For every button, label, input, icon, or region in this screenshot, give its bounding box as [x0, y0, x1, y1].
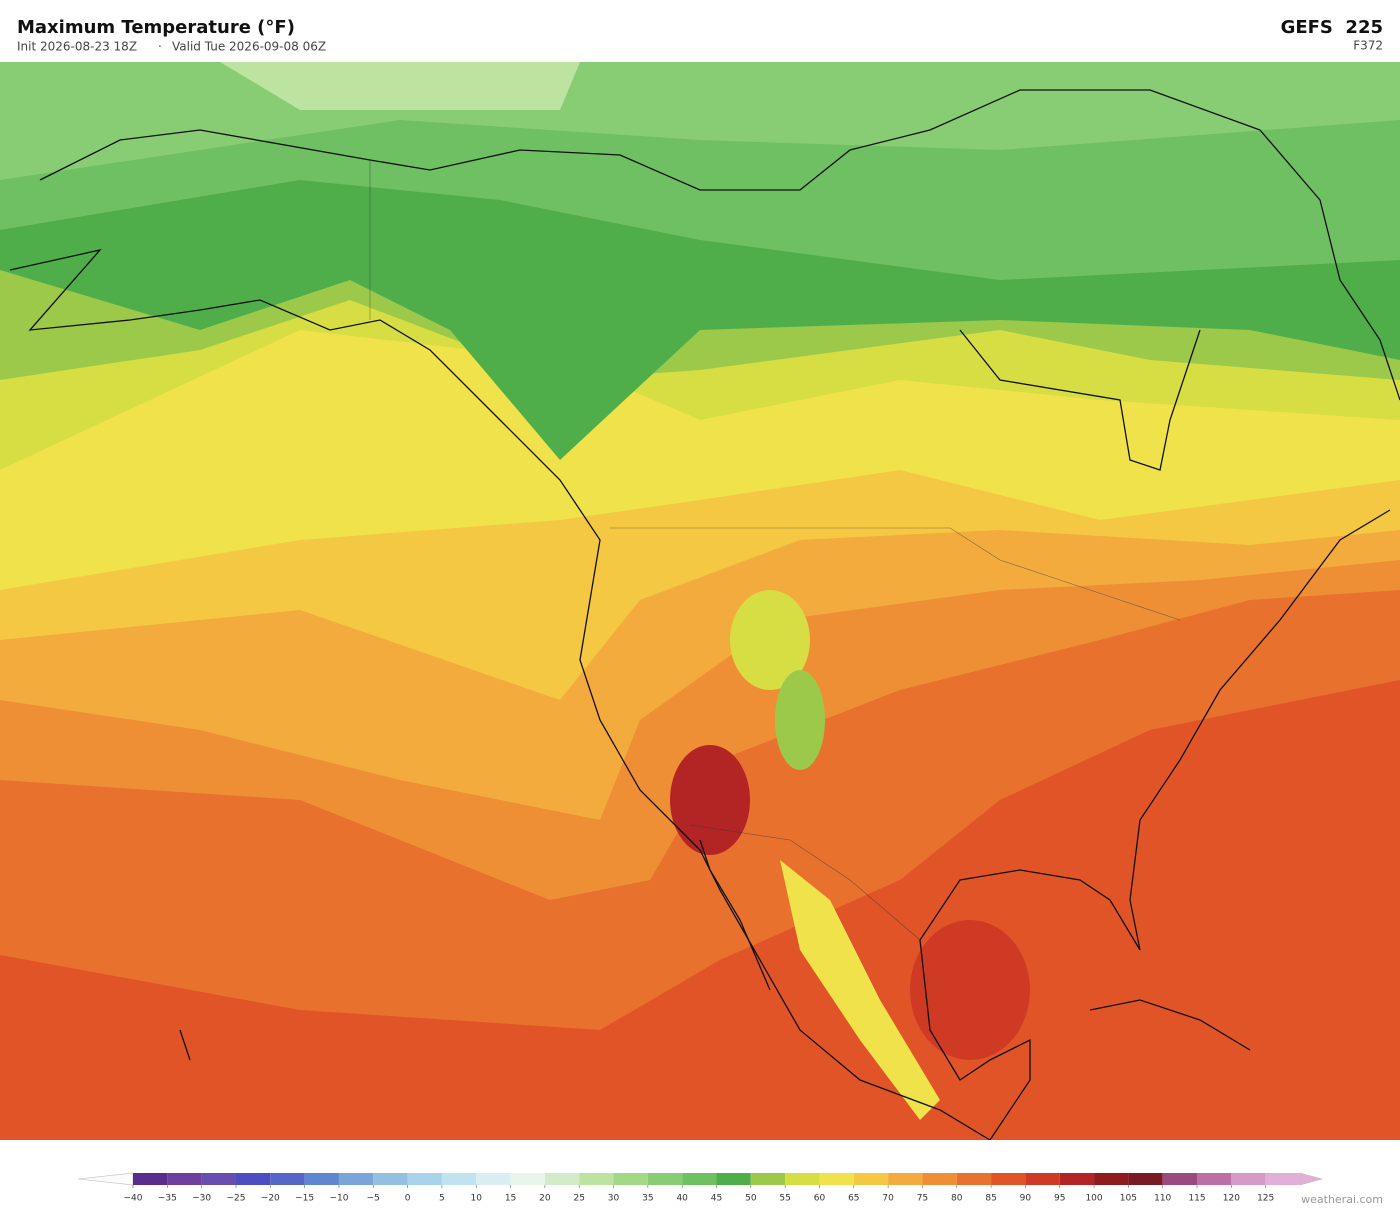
colorbar-extend — [77, 1172, 134, 1186]
colorbar-bin — [1265, 1173, 1300, 1185]
separator: · — [158, 40, 162, 54]
colorbar-bin — [1197, 1173, 1232, 1185]
colorbar-bin — [785, 1173, 820, 1185]
colorbar-tick-label: 80 — [951, 1194, 963, 1204]
colorbar-bin — [1231, 1173, 1266, 1185]
field — [775, 670, 825, 770]
colorbar-tick-label: 90 — [1020, 1194, 1032, 1204]
colorbar-tick-label: −40 — [124, 1194, 143, 1204]
colorbar-tick-label: 115 — [1188, 1194, 1205, 1204]
colorbar-bin — [407, 1173, 442, 1185]
colorbar-tick-label: −25 — [226, 1194, 245, 1204]
colorbar-bin — [1094, 1173, 1129, 1185]
colorbar-bin — [716, 1173, 751, 1185]
colorbar-tick-label: 60 — [814, 1194, 826, 1204]
colorbar-tick-label: 95 — [1054, 1194, 1065, 1204]
colorbar-bin — [373, 1173, 408, 1185]
colorbar-tick-label: 20 — [539, 1194, 551, 1204]
colorbar-tick-label: 65 — [848, 1194, 859, 1204]
coastline — [1089, 999, 1251, 1051]
field — [220, 62, 580, 110]
colorbar-tick-label: 55 — [779, 1194, 790, 1204]
colorbar-bin — [1025, 1173, 1060, 1185]
colorbar-tick-label: 70 — [882, 1194, 894, 1204]
colorbar-tick-label: 105 — [1120, 1194, 1137, 1204]
colorbar-bin — [304, 1173, 339, 1185]
colorbar-bin — [544, 1173, 580, 1185]
colorbar-bin — [235, 1173, 271, 1185]
colorbar-tick-label: −35 — [158, 1194, 177, 1204]
colorbar-bin — [270, 1173, 305, 1185]
colorbar-tick-label: 10 — [471, 1194, 483, 1204]
colorbar-tick-label: 125 — [1257, 1194, 1274, 1204]
colorbar-tick-label: 85 — [985, 1194, 996, 1204]
colorbar-bin — [613, 1173, 648, 1185]
colorbar-bin — [819, 1173, 854, 1185]
colorbar-tick-label: 110 — [1154, 1194, 1171, 1204]
colorbar-tick-label: 50 — [745, 1194, 757, 1204]
colorbar-bin — [476, 1173, 511, 1185]
valid-time: Valid Tue 2026-09-08 06Z — [172, 40, 326, 54]
colorbar-bin — [922, 1173, 957, 1185]
colorbar-bin — [201, 1173, 236, 1185]
colorbar-tick-label: 30 — [608, 1194, 620, 1204]
field — [730, 590, 810, 690]
colorbar-bin — [1059, 1173, 1095, 1185]
colorbar-tick-label: −5 — [367, 1194, 380, 1204]
temperature-field — [0, 62, 1400, 1140]
colorbar-bin — [888, 1173, 923, 1185]
coastline — [39, 89, 1400, 401]
colorbar-tick-label: 100 — [1085, 1194, 1102, 1204]
colorbar-bin — [750, 1173, 786, 1185]
colorbar-bin — [991, 1173, 1026, 1185]
colorbar-bin — [167, 1173, 202, 1185]
colorbar-tick-label: 40 — [676, 1194, 688, 1204]
colorbar-tick-label: 0 — [405, 1194, 411, 1204]
colorbar-tick-label: 120 — [1223, 1194, 1240, 1204]
model-name: GEFS 225 — [1281, 17, 1383, 38]
colorbar-tick-label: −10 — [329, 1194, 348, 1204]
colorbar-bin — [956, 1173, 992, 1185]
field — [910, 920, 1030, 1060]
border — [610, 527, 1181, 621]
forecast-hour: F372 — [1353, 39, 1383, 53]
colorbar-tick-label: −20 — [261, 1194, 280, 1204]
colorbar-bin — [682, 1173, 717, 1185]
title: Maximum Temperature (°F) — [17, 17, 295, 38]
colorbar-tick-label: −15 — [295, 1194, 314, 1204]
coastline — [179, 1029, 191, 1061]
colorbar-bin — [647, 1173, 683, 1185]
coastline — [9, 248, 991, 1140]
colorbar: −40 −35 −30 −25 −20 −15 −10 −5 0 5 10 15 20 25 30 35 40 4… — [77, 1172, 1324, 1204]
coastlines — [9, 89, 1400, 1140]
colorbar-tick-label: 75 — [917, 1194, 928, 1204]
field — [670, 745, 750, 855]
borders — [369, 160, 1181, 941]
colorbar-bin — [1128, 1173, 1163, 1185]
colorbar-bin — [1162, 1173, 1198, 1185]
border — [689, 824, 921, 941]
colorbar-bin — [441, 1173, 477, 1185]
colorbar-tick-label: 35 — [642, 1194, 653, 1204]
colorbar-bin — [338, 1173, 374, 1185]
init-time: Init 2026-08-23 18Z — [17, 40, 137, 54]
colorbar-bin — [133, 1173, 168, 1185]
colorbar-tick-label: 45 — [711, 1194, 722, 1204]
coastline — [699, 839, 771, 991]
colorbar-bin — [853, 1173, 889, 1185]
colorbar-tick-label: 5 — [439, 1194, 445, 1204]
credit: weatherai.com — [1301, 1193, 1383, 1206]
coastline — [919, 509, 1391, 1140]
colorbar-tick-label: 15 — [505, 1194, 516, 1204]
colorbar-bin — [579, 1173, 614, 1185]
colorbar-tick-label: −30 — [192, 1194, 211, 1204]
colorbar-extend — [1299, 1172, 1324, 1186]
colorbar-tick-label: 25 — [573, 1194, 584, 1204]
map — [0, 62, 1400, 1140]
colorbar-bin — [510, 1173, 545, 1185]
coastline — [959, 329, 1201, 471]
field — [780, 860, 940, 1120]
